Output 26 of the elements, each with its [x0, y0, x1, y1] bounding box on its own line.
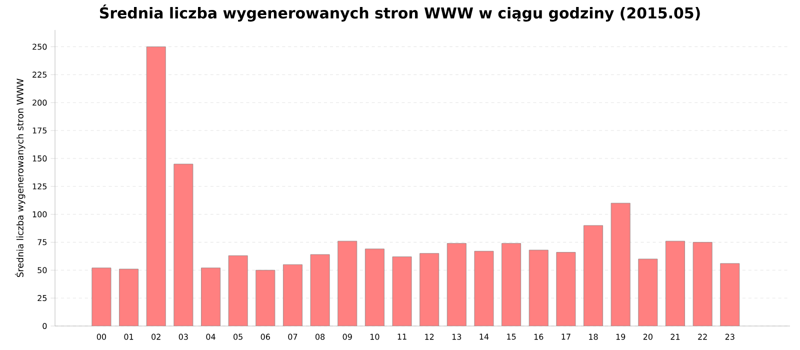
bar: [446, 243, 466, 326]
bar: [720, 263, 740, 326]
bar: [283, 264, 302, 326]
bar: [338, 240, 358, 326]
y-axis-title: Średnia liczba wygenerowanych stron WWW: [14, 78, 26, 277]
bar: [420, 253, 440, 326]
bar: [92, 268, 112, 326]
bar: [502, 243, 522, 326]
bar: [528, 250, 548, 326]
bar: [228, 255, 248, 326]
bar: [310, 254, 330, 326]
bar: [638, 258, 658, 326]
chart-title: Średnia liczba wygenerowanych stron WWW w ciągu godziny (2015.05): [100, 4, 700, 22]
bar: [474, 250, 494, 326]
bar: [146, 46, 166, 326]
bar: [256, 270, 276, 326]
bar: [364, 248, 384, 326]
bar: [174, 164, 194, 326]
bar: [610, 202, 630, 326]
bar: [666, 240, 685, 326]
bar: [119, 268, 138, 326]
bar: [692, 242, 712, 326]
bar: [584, 225, 603, 326]
bar: [201, 268, 220, 326]
bar: [556, 252, 576, 326]
bar: [392, 256, 412, 326]
